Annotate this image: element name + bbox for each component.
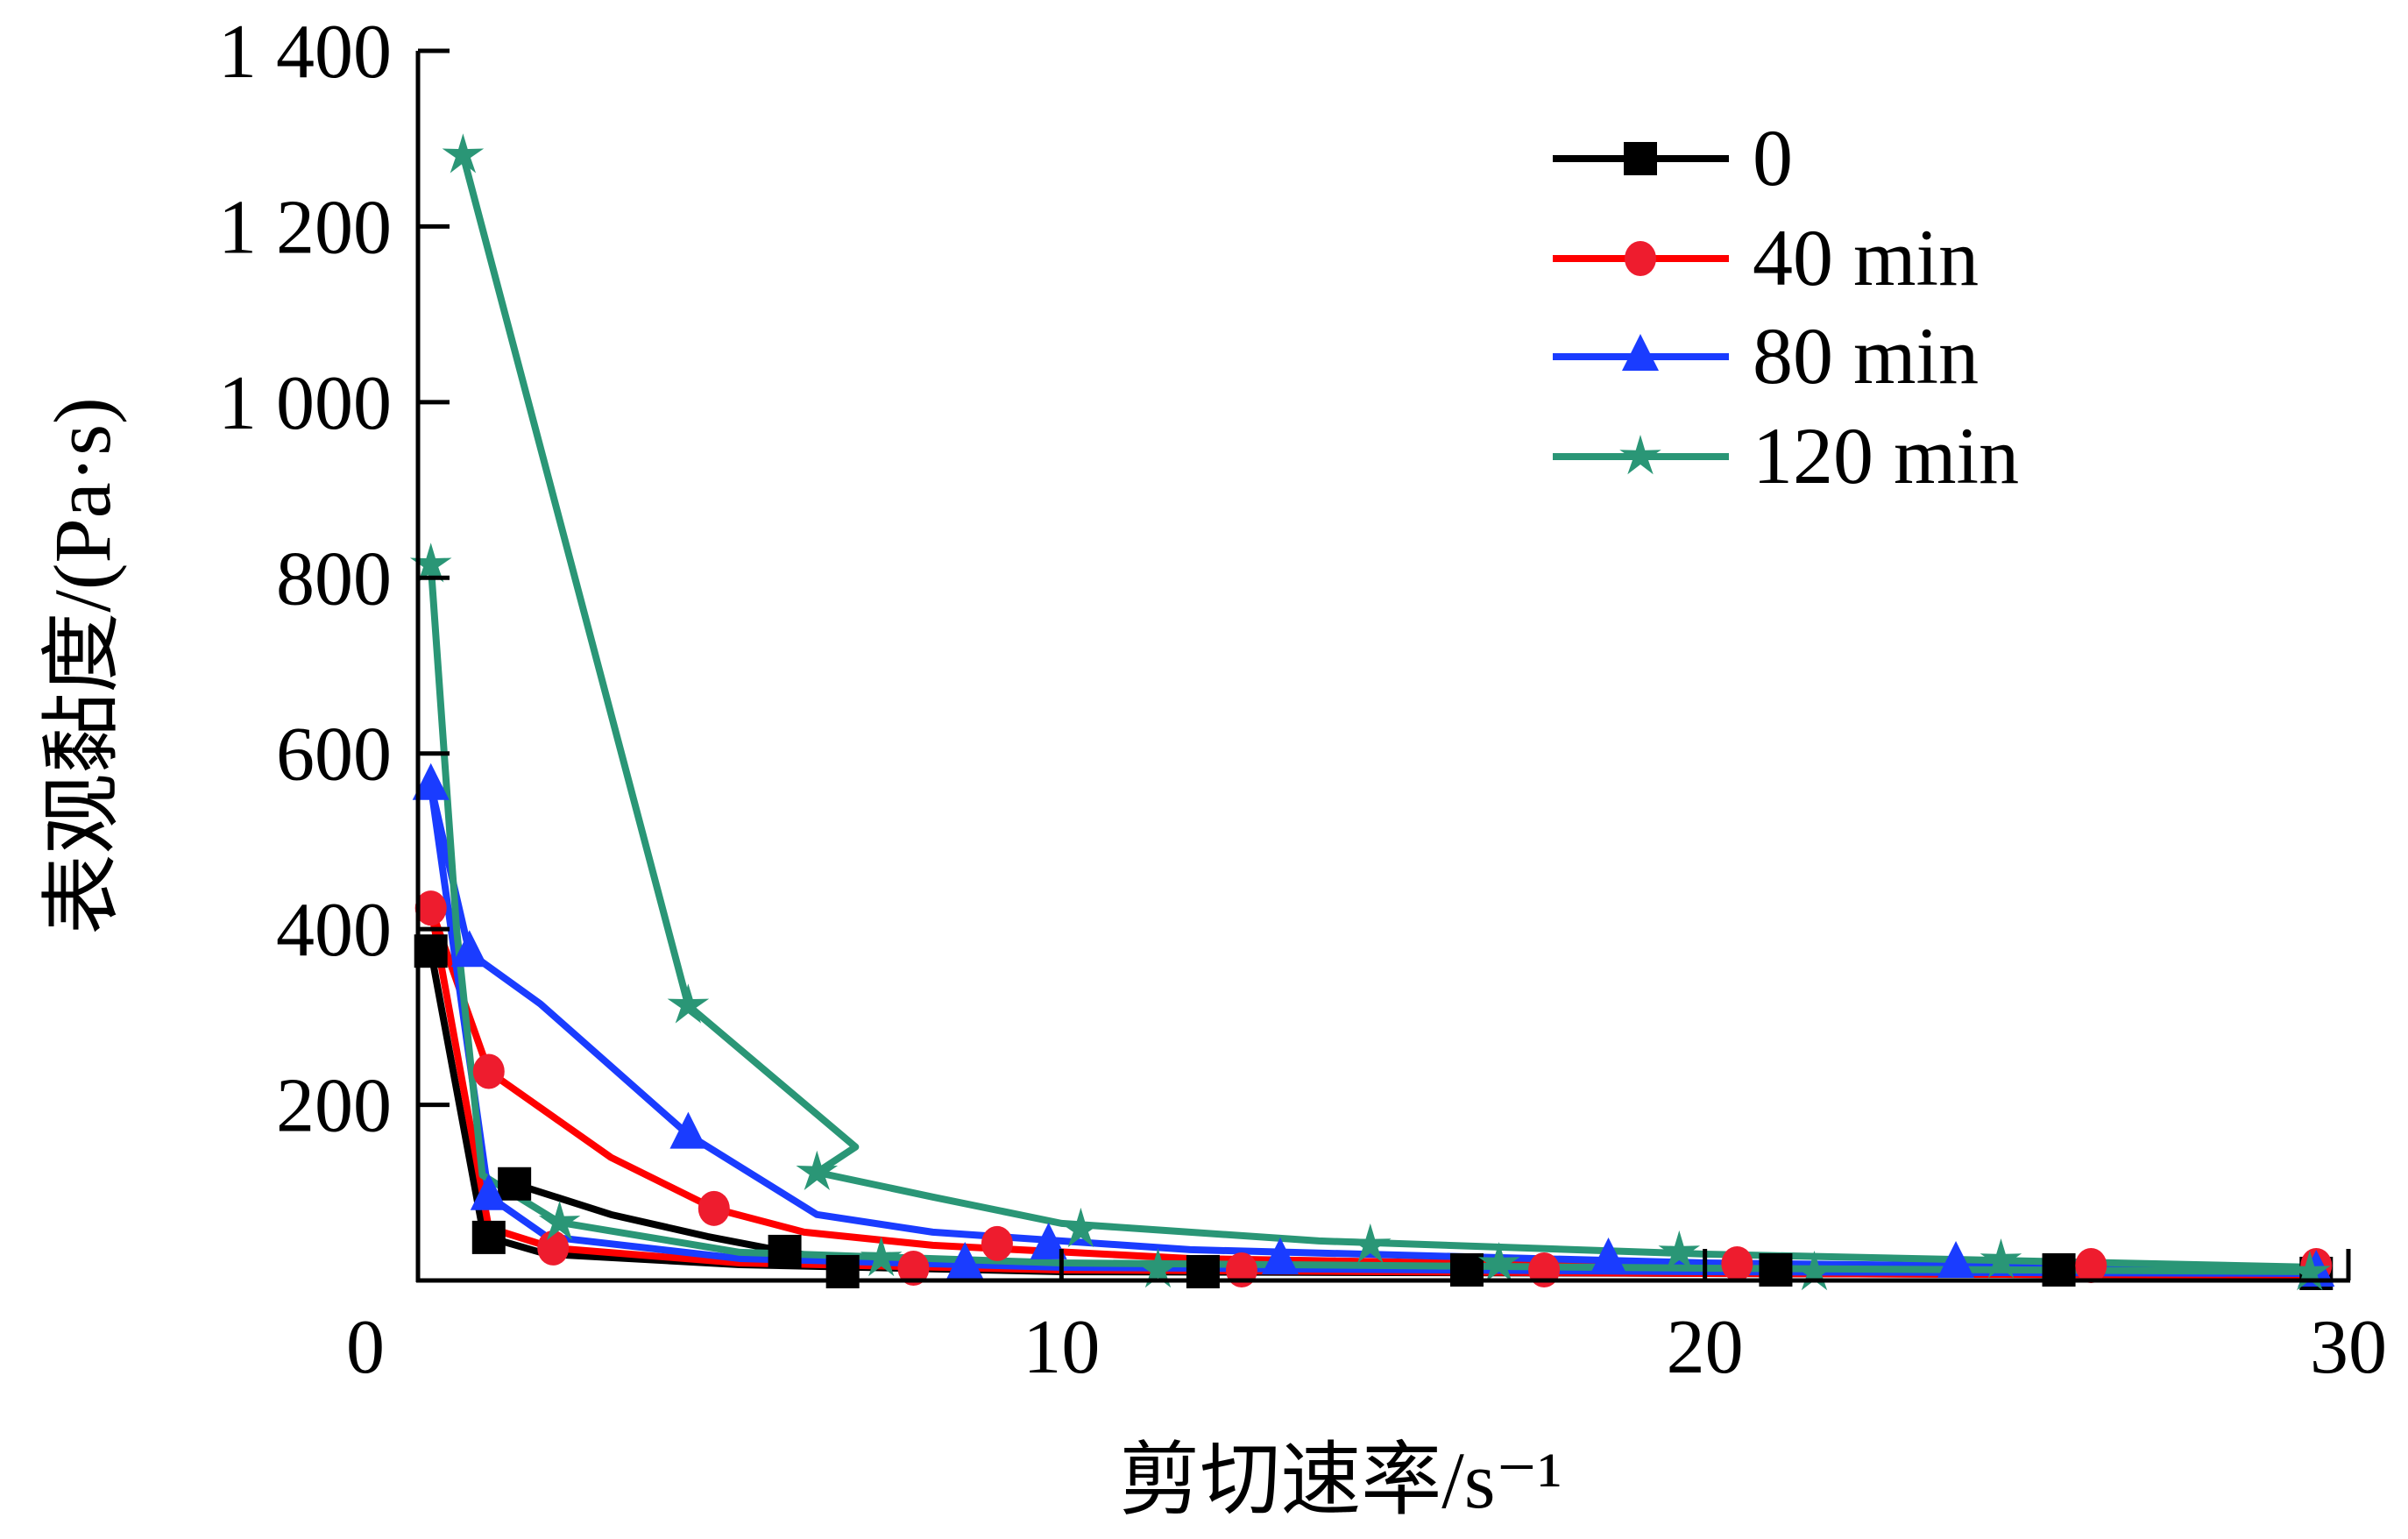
data-point — [1937, 1240, 1975, 1278]
legend-label: 80 min — [1753, 311, 1979, 401]
data-point — [897, 1250, 930, 1286]
x-tick-label: 0 — [346, 1305, 385, 1390]
data-point — [538, 1200, 581, 1241]
data-point — [981, 1225, 1013, 1261]
y-tick-label: 800 — [276, 536, 392, 621]
legend-marker — [1619, 435, 1661, 475]
data-point — [472, 1053, 505, 1089]
legend: 0 40 min 80 min 120 min — [1553, 113, 2019, 500]
legend-item: 0 — [1553, 113, 1793, 202]
data-point — [825, 1254, 860, 1288]
legend-label: 40 min — [1753, 213, 1979, 302]
data-point — [1793, 1251, 1836, 1291]
data-point — [860, 1236, 903, 1277]
series-markers-2 — [412, 762, 2335, 1287]
series-line — [427, 564, 2317, 1275]
data-point — [669, 1111, 707, 1149]
legend-marker — [1624, 142, 1657, 175]
y-tick-label: 400 — [276, 888, 392, 973]
data-point — [946, 1241, 984, 1279]
series-3 — [427, 154, 2317, 1275]
series-markers-3 — [409, 133, 2331, 1291]
legend-marker — [1622, 334, 1659, 371]
data-point — [1721, 1245, 1753, 1281]
data-point — [768, 1234, 802, 1268]
data-point — [796, 1150, 839, 1190]
data-point — [1186, 1254, 1220, 1288]
legend-label: 0 — [1753, 113, 1793, 202]
x-tick-label: 30 — [2310, 1305, 2387, 1390]
x-axis-label: 剪切速率/s⁻¹ — [1119, 1436, 1562, 1525]
data-point — [667, 983, 710, 1024]
legend-item: 40 min — [1553, 213, 1979, 302]
y-tick-label: 1 400 — [218, 10, 392, 95]
y-tick-label: 200 — [276, 1064, 392, 1149]
legend-item: 80 min — [1553, 311, 1979, 401]
data-point — [409, 543, 452, 583]
x-tick-label: 10 — [1023, 1305, 1100, 1390]
data-point — [2289, 1251, 2331, 1291]
x-tick-label: 20 — [1667, 1305, 1744, 1390]
series-line — [459, 154, 2317, 1271]
data-point — [1137, 1248, 1179, 1288]
data-point — [412, 762, 450, 800]
series-layer — [409, 133, 2335, 1291]
data-point — [450, 930, 488, 968]
y-tick-label: 1 200 — [218, 185, 392, 270]
data-point — [1658, 1230, 1701, 1271]
data-point — [1477, 1242, 1520, 1282]
data-point — [2075, 1247, 2107, 1283]
data-point — [1262, 1237, 1300, 1274]
data-point — [1980, 1238, 2022, 1279]
data-point — [498, 1167, 532, 1201]
data-point — [698, 1190, 730, 1226]
data-point — [1349, 1223, 1392, 1264]
data-point — [414, 890, 447, 926]
data-point — [1059, 1207, 1102, 1248]
series-markers-1 — [414, 890, 2333, 1287]
y-tick-label: 1 000 — [218, 361, 392, 446]
legend-marker — [1625, 241, 1656, 276]
data-point — [471, 1220, 506, 1254]
series-line — [427, 950, 2317, 1279]
data-point — [1590, 1237, 1627, 1274]
series-0 — [427, 950, 2317, 1279]
data-point — [1030, 1222, 1067, 1259]
data-point — [537, 1230, 570, 1266]
ticks: 200 400 600 800 1 000 1 200 1 400 0 10 20 30 — [218, 10, 2387, 1390]
legend-label: 120 min — [1753, 411, 2019, 500]
y-tick-label: 600 — [276, 713, 392, 798]
y-axis-label: 表观黏度/(Pa·s) — [38, 397, 127, 934]
legend-item: 120 min — [1553, 411, 2019, 500]
data-point — [442, 133, 485, 174]
data-point — [470, 1173, 507, 1210]
